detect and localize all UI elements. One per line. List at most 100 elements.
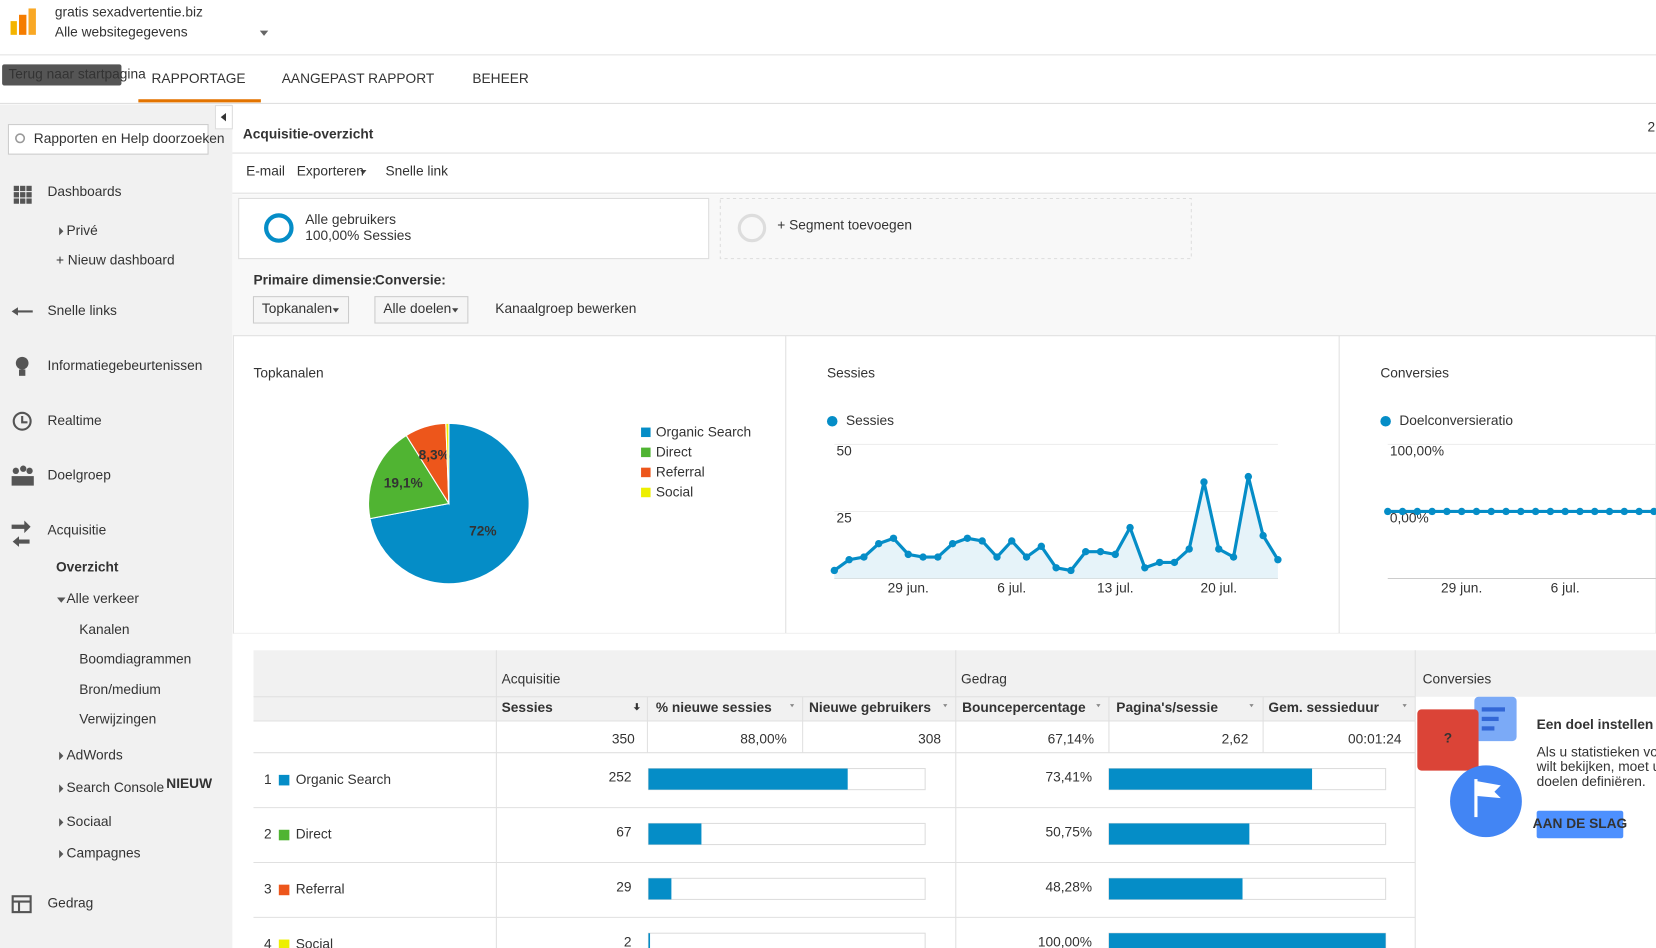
sidebar-link[interactable]: Privé	[67, 223, 99, 238]
dropdown[interactable]	[252, 296, 350, 324]
search-icon	[15, 133, 26, 144]
row-sessions: 29	[616, 879, 631, 894]
sidebar-link[interactable]: Sociaal	[67, 814, 112, 829]
x-tick-label: 20 jul.	[1200, 581, 1237, 596]
point	[889, 534, 898, 542]
column-header[interactable]: Nieuwe gebruikers	[809, 700, 931, 715]
tooltip-box	[2, 64, 122, 86]
dropdown-value[interactable]: Alle doelen	[383, 301, 451, 316]
segment-card[interactable]	[238, 197, 710, 260]
sidebar-link[interactable]: Alle verkeer	[67, 591, 140, 606]
sidebar-link-active[interactable]: Overzicht	[56, 560, 119, 575]
point	[948, 539, 957, 548]
sidebar-link[interactable]: + Nieuw dashboard	[56, 252, 175, 267]
table-grid	[253, 650, 1416, 948]
segment-add-icon	[737, 213, 767, 243]
sidebar-sublink[interactable]: Kanalen	[79, 622, 129, 637]
sidebar-link[interactable]: Acquisitie	[48, 523, 107, 538]
goal-button[interactable]	[1536, 810, 1624, 839]
dimension-label: Conversie:	[375, 272, 446, 287]
point	[1274, 556, 1282, 564]
y-tick-label: 50	[836, 443, 852, 458]
sidebar-sublink[interactable]: Bron/medium	[79, 682, 161, 697]
dropdown-value[interactable]: Topkanalen	[262, 301, 332, 316]
sidebar-sublink[interactable]: Verwijzingen	[79, 712, 156, 727]
edit-link[interactable]: Kanaalgroep bewerken	[495, 301, 636, 316]
segment-icon	[264, 213, 294, 243]
dropdown-arrow	[259, 30, 269, 36]
column-header[interactable]: Bouncepercentage	[962, 700, 1086, 715]
pie-slice	[368, 434, 450, 520]
sidebar-link[interactable]: Snelle links	[48, 303, 118, 318]
chart-plot: 25 50 29 jun. 6 jul. 13 jul. 20 jul. Sessies	[826, 413, 1282, 596]
x-tick-label: 29 jun.	[1441, 581, 1482, 596]
table-group-header	[1415, 650, 1656, 697]
point	[963, 534, 972, 542]
point	[874, 539, 883, 548]
table-group: Acquisitie	[502, 671, 561, 686]
view-selector[interactable]: Alle websitegegevens	[55, 24, 188, 39]
dropdown-arrow	[360, 169, 367, 175]
total-value: 308	[918, 732, 941, 747]
column-header[interactable]: Sessies	[502, 700, 553, 715]
column-header[interactable]: Pagina's/sessie	[1116, 700, 1218, 715]
row-channel[interactable]: Referral	[296, 882, 345, 897]
toolbar-action[interactable]: Snelle link	[385, 164, 448, 179]
chart-plot: 0,00%100,00%29 jun. 6 jul.Doelconversiera…	[1380, 413, 1656, 596]
table-column-header	[253, 696, 497, 722]
sidebar-link[interactable]: Dashboards	[48, 184, 122, 199]
sidebar-link[interactable]: Search Console	[67, 780, 165, 795]
sidebar-link[interactable]: Informatiegebeurtenissen	[48, 358, 203, 373]
legend-label: Direct	[656, 445, 692, 460]
table-group: Conversies	[1423, 671, 1492, 686]
row-sessions: 67	[616, 825, 631, 840]
row-channel[interactable]: Social	[296, 936, 333, 948]
dropdown[interactable]	[374, 296, 469, 324]
point	[1155, 558, 1164, 567]
toolbar-action[interactable]: Exporteren	[297, 164, 364, 179]
point	[1576, 507, 1584, 516]
pie-label: 8,3%	[419, 448, 450, 463]
total-value: 350	[612, 732, 635, 747]
point	[1605, 507, 1614, 516]
sidebar-link[interactable]: Gedrag	[48, 895, 94, 910]
nav-tab[interactable]: RAPPORTAGE	[152, 71, 246, 86]
point	[1561, 507, 1569, 516]
bar	[1108, 823, 1250, 845]
goal-button-label[interactable]: AAN DE SLAG	[1533, 816, 1628, 831]
legend-dot	[826, 415, 838, 427]
point	[1620, 507, 1629, 516]
sidebar-link[interactable]: AdWords	[67, 747, 123, 762]
sidebar-sublink[interactable]: Boomdiagrammen	[79, 651, 191, 666]
sidebar-link[interactable]: Realtime	[48, 413, 103, 428]
point	[1591, 507, 1599, 516]
nav-tab[interactable]: BEHEER	[472, 71, 529, 86]
toolbar-action[interactable]: E-mail	[246, 164, 285, 179]
x-tick-label: 13 jul.	[1097, 581, 1134, 596]
segment-add[interactable]: + Segment toevoegen	[777, 218, 912, 233]
logo	[28, 8, 36, 35]
sidebar-link[interactable]: Campagnes	[67, 846, 141, 861]
column-header[interactable]: Gem. sessieduur	[1268, 700, 1379, 715]
nav-tab[interactable]: AANGEPAST RAPPORT	[282, 71, 435, 86]
row-rank: 1	[264, 772, 272, 787]
column-header[interactable]: % nieuwe sessies	[656, 700, 772, 715]
sidebar-link[interactable]: Doelgroep	[48, 468, 112, 483]
x-tick-label: 29 jun.	[888, 581, 929, 596]
row-sessions: 252	[609, 770, 632, 785]
header-bar	[0, 0, 1656, 55]
point	[1457, 507, 1466, 516]
point	[1443, 507, 1451, 516]
point	[1384, 507, 1392, 516]
page-title: Acquisitie-overzicht	[243, 127, 374, 142]
row-channel[interactable]: Direct	[296, 827, 332, 842]
corner-text: 2	[1648, 119, 1656, 134]
point	[1398, 507, 1407, 516]
row-channel[interactable]: Organic Search	[296, 772, 391, 787]
bar	[1108, 933, 1386, 948]
point	[860, 553, 868, 561]
segment-add-card[interactable]	[719, 197, 1192, 260]
search-box[interactable]	[7, 124, 209, 155]
